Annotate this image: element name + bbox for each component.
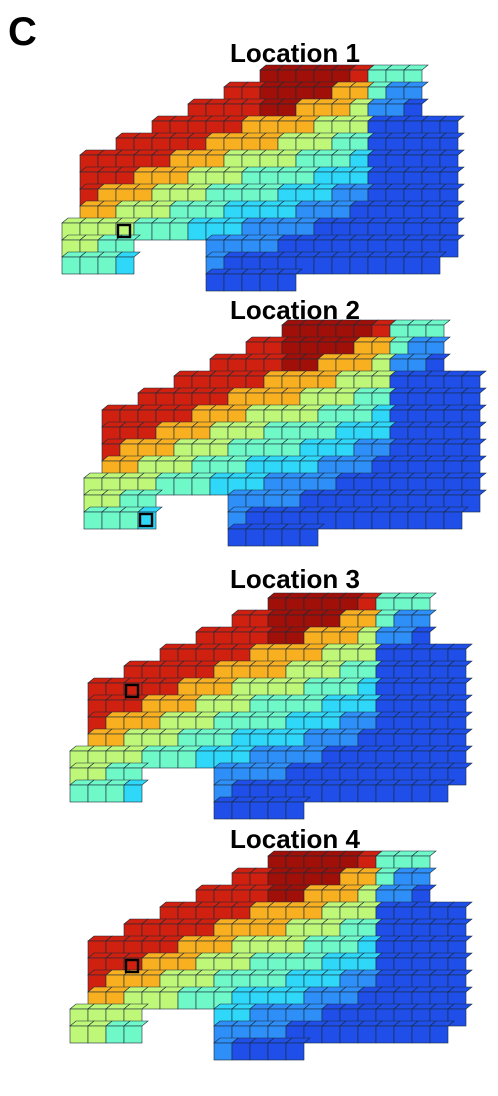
location-title-2: Location 2: [229, 295, 360, 325]
voxel: [263, 528, 283, 547]
voxel: [83, 511, 103, 530]
voxel: [173, 477, 193, 496]
voxel: [241, 273, 261, 292]
voxel: [259, 273, 279, 292]
voxel: [159, 991, 179, 1010]
voxel: [429, 784, 449, 803]
voxel: [321, 1025, 341, 1044]
voxel: [407, 511, 427, 530]
voxel: [87, 784, 107, 803]
voxel: [389, 511, 409, 530]
location-panel-1: Location 1: [0, 40, 498, 310]
voxel: [213, 1042, 233, 1061]
voxel: [281, 528, 301, 547]
voxel: [335, 511, 355, 530]
seed-voxel-marker: [124, 683, 140, 699]
seed-voxel-marker: [124, 958, 140, 974]
voxel: [285, 801, 305, 820]
voxel: [177, 750, 197, 769]
voxel: [249, 801, 269, 820]
voxel: [195, 991, 215, 1010]
voxel: [371, 511, 391, 530]
voxel: [385, 256, 405, 275]
location-panel-3: Location 3: [0, 566, 498, 836]
voxel: [69, 784, 89, 803]
voxel: [353, 511, 373, 530]
voxel: [267, 801, 287, 820]
voxel: [331, 256, 351, 275]
voxel: [115, 256, 135, 275]
voxel: [267, 1042, 287, 1061]
voxel: [101, 511, 121, 530]
voxel: [245, 528, 265, 547]
voxel: [375, 784, 395, 803]
location-panel-2: Location 2: [0, 297, 498, 567]
voxel: [231, 1042, 251, 1061]
voxel: [151, 222, 171, 241]
voxel: [411, 784, 431, 803]
voxel: [277, 273, 297, 292]
voxel-brain-map-4: [69, 850, 473, 1061]
voxel: [339, 784, 359, 803]
voxel: [313, 256, 333, 275]
voxel: [213, 801, 233, 820]
voxel: [123, 784, 143, 803]
voxel: [393, 1025, 413, 1044]
voxel: [357, 1025, 377, 1044]
voxel: [123, 1025, 143, 1044]
voxel: [187, 222, 207, 241]
voxel-brain-map-3: [69, 592, 473, 820]
voxel: [425, 511, 445, 530]
seed-voxel-marker: [138, 512, 154, 528]
voxel: [97, 256, 117, 275]
voxel: [105, 1025, 125, 1044]
location-title-1: Location 1: [229, 38, 360, 68]
voxel: [159, 750, 179, 769]
voxel: [349, 256, 369, 275]
voxel-brain-map-2: [83, 319, 487, 547]
voxel: [357, 784, 377, 803]
voxel: [205, 273, 225, 292]
voxel: [403, 256, 423, 275]
voxel: [69, 1025, 89, 1044]
voxel: [443, 511, 463, 530]
voxel: [429, 1025, 449, 1044]
voxel: [299, 528, 319, 547]
voxel: [61, 256, 81, 275]
voxel: [177, 991, 197, 1010]
voxel: [105, 784, 125, 803]
voxel: [79, 256, 99, 275]
seed-voxel-marker: [116, 223, 132, 239]
voxel: [375, 1025, 395, 1044]
voxel: [191, 477, 211, 496]
voxel: [249, 1042, 269, 1061]
voxel: [339, 1025, 359, 1044]
voxel: [169, 222, 189, 241]
location-title-4: Location 4: [229, 824, 360, 854]
voxel: [421, 256, 441, 275]
voxel: [223, 273, 243, 292]
voxel: [321, 784, 341, 803]
voxel: [119, 511, 139, 530]
voxel: [209, 477, 229, 496]
voxel: [367, 256, 387, 275]
voxel: [411, 1025, 431, 1044]
voxel: [87, 1025, 107, 1044]
location-title-3: Location 3: [229, 564, 360, 594]
voxel: [195, 750, 215, 769]
location-panel-4: Location 4: [0, 826, 498, 1096]
voxel: [285, 1042, 305, 1061]
voxel: [231, 801, 251, 820]
voxel-brain-map-1: [61, 64, 465, 292]
voxel: [227, 528, 247, 547]
panel-letter: C: [8, 10, 37, 54]
voxel: [393, 784, 413, 803]
